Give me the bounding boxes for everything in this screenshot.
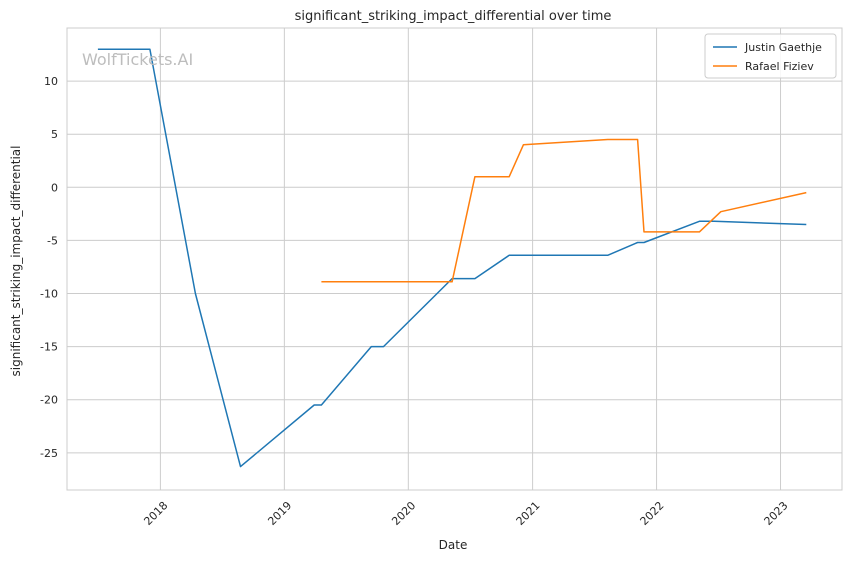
y-tick-label: -20 — [40, 394, 58, 407]
y-tick-label: 10 — [44, 75, 58, 88]
watermark: WolfTickets.AI — [82, 50, 193, 69]
legend: Justin Gaethje Rafael Fiziev — [704, 33, 837, 79]
y-tick-label: -25 — [40, 447, 58, 460]
y-tick-label: 0 — [51, 181, 58, 194]
series-line-rafael-fiziev — [321, 138, 807, 283]
plot-frame — [66, 27, 843, 491]
y-axis-label: significant_striking_impact_differential — [9, 146, 23, 377]
y-tick-label: 5 — [51, 128, 58, 141]
y-tick-label: -10 — [40, 288, 58, 301]
series-layer — [97, 48, 807, 468]
chart-title: significant_striking_impact_differential… — [295, 9, 612, 24]
y-axis: 10 5 0 -5 -10 -15 -20 -25 — [40, 75, 58, 460]
x-axis-label: Date — [439, 538, 468, 552]
legend-label: Rafael Fiziev — [745, 60, 814, 73]
y-tick-label: -5 — [47, 234, 58, 247]
y-tick-label: -15 — [40, 341, 58, 354]
legend-label: Justin Gaethje — [744, 41, 822, 54]
legend-box — [704, 33, 837, 79]
